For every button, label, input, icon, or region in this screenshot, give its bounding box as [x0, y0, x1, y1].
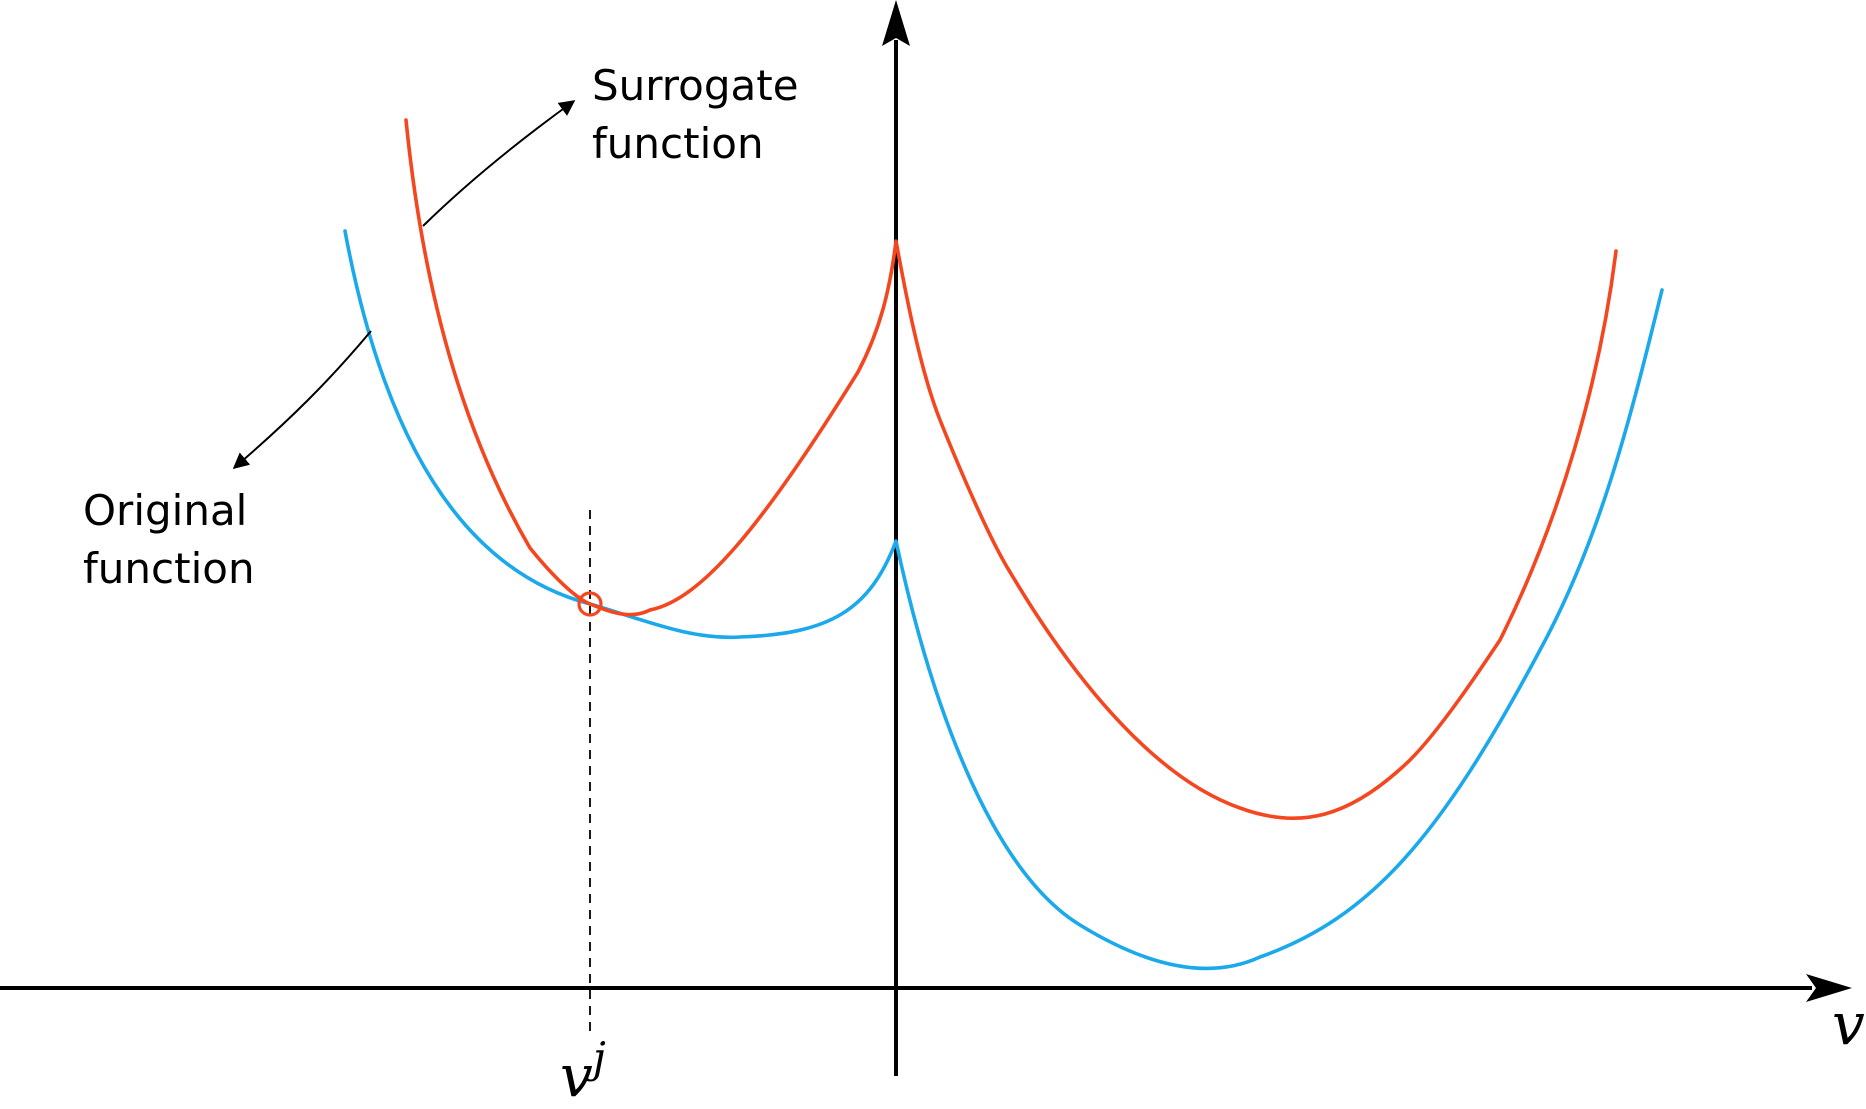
surrogate-pointer-arrow: [422, 100, 576, 227]
surrogate-function-curve: [404, 118, 1618, 821]
original-label-line1: Original: [83, 486, 247, 535]
x-axis-label: v: [1832, 990, 1865, 1058]
tangent-point-marker: [577, 591, 603, 617]
original-function-curve: [343, 229, 1664, 971]
surrogate-label-line1: Surrogate: [592, 61, 799, 110]
original-label-line2: function: [83, 544, 255, 593]
vj-label: vj: [560, 1033, 606, 1109]
vj-label-base: v: [560, 1042, 593, 1109]
y-axis-arrowhead: [882, 0, 910, 46]
surrogate-label-line2: function: [592, 119, 764, 168]
x-axis-arrowhead: [1806, 974, 1852, 1002]
original-pointer-arrow: [232, 330, 372, 470]
